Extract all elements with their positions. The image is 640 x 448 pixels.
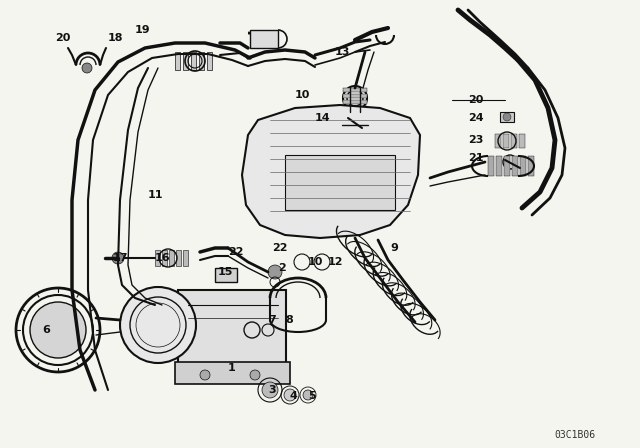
Bar [178,290,286,365]
Text: 14: 14 [315,113,331,123]
Text: 4: 4 [290,391,298,401]
Bar [520,156,526,176]
Text: 10: 10 [295,90,310,100]
Circle shape [284,389,296,401]
Circle shape [262,382,278,398]
Text: 23: 23 [468,135,483,145]
Bar [343,88,367,92]
Text: 03C1B06: 03C1B06 [554,430,596,440]
Text: 6: 6 [42,325,50,335]
Text: 10: 10 [308,257,323,267]
Bar [503,134,509,148]
Bar [215,268,237,282]
Text: 24: 24 [468,113,484,123]
Circle shape [303,390,313,400]
Circle shape [30,302,86,358]
Text: 22: 22 [272,243,287,253]
Text: 17: 17 [113,253,129,263]
Polygon shape [242,105,420,238]
Bar [285,155,395,210]
Bar [183,250,188,266]
Text: 7: 7 [268,315,276,325]
Circle shape [82,63,92,73]
Circle shape [200,370,210,380]
Bar [250,30,278,48]
Text: 5: 5 [308,391,316,401]
Bar [175,52,180,70]
Text: 8: 8 [285,315,292,325]
Text: 21: 21 [468,153,483,163]
Bar [199,52,204,70]
Circle shape [112,252,124,264]
Circle shape [120,287,196,363]
Text: 2: 2 [278,263,285,273]
Text: 18: 18 [108,33,124,43]
Text: 22: 22 [228,247,243,257]
Bar [176,250,181,266]
Bar [495,134,501,148]
Bar [155,250,160,266]
Bar [175,362,290,384]
Bar [207,52,212,70]
Text: 3: 3 [268,385,276,395]
Text: 20: 20 [55,33,70,43]
Text: 1: 1 [228,363,236,373]
Bar [500,112,514,122]
Text: 12: 12 [328,257,344,267]
Text: 13: 13 [335,47,350,57]
Bar [528,156,534,176]
Bar [519,134,525,148]
Bar [343,94,367,98]
Bar [496,156,502,176]
Text: 15: 15 [218,267,234,277]
Text: 11: 11 [148,190,163,200]
Bar [511,134,517,148]
Bar [183,52,188,70]
Circle shape [268,265,282,279]
Bar [488,156,494,176]
Bar [191,52,196,70]
Bar [512,156,518,176]
Circle shape [503,113,511,121]
Text: 20: 20 [468,95,483,105]
Text: 16: 16 [155,253,171,263]
Text: 19: 19 [135,25,150,35]
Bar [343,100,367,104]
Bar [169,250,174,266]
Text: 9: 9 [390,243,398,253]
Bar [504,156,510,176]
Bar [343,106,367,110]
Bar [162,250,167,266]
Circle shape [250,370,260,380]
